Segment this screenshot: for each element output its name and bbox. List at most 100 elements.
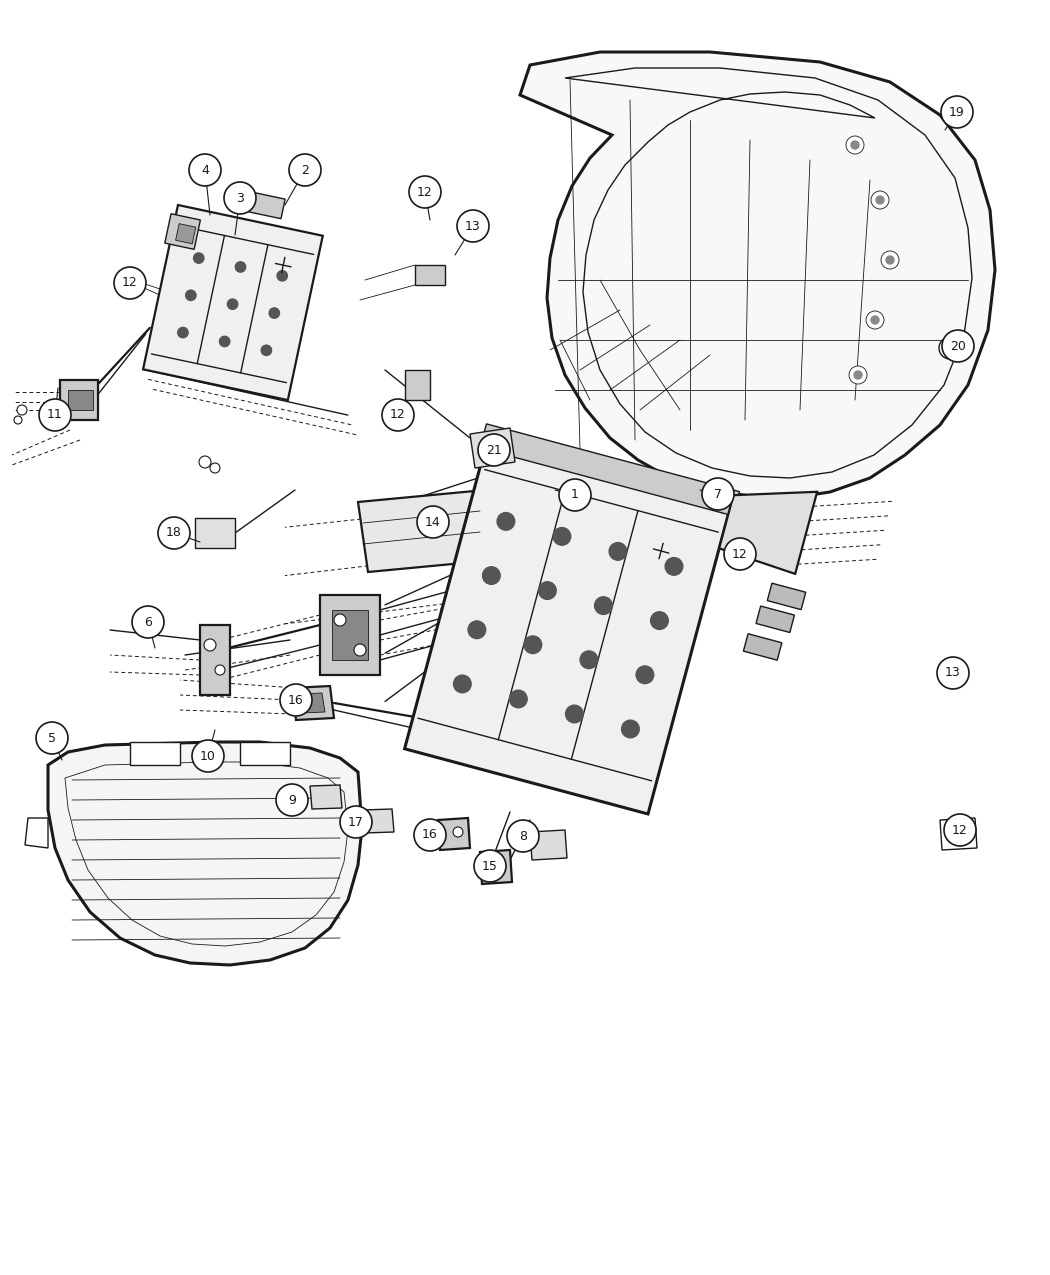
Circle shape xyxy=(944,813,977,847)
Circle shape xyxy=(17,405,27,414)
Circle shape xyxy=(866,311,884,329)
Polygon shape xyxy=(768,583,805,609)
Text: 16: 16 xyxy=(422,829,438,842)
Polygon shape xyxy=(48,742,362,965)
Polygon shape xyxy=(240,742,290,765)
Circle shape xyxy=(382,399,414,431)
Circle shape xyxy=(114,266,146,300)
Circle shape xyxy=(942,330,974,362)
Circle shape xyxy=(524,836,536,849)
Circle shape xyxy=(559,479,591,511)
Circle shape xyxy=(204,639,216,652)
Circle shape xyxy=(354,644,366,657)
Polygon shape xyxy=(438,819,470,850)
Circle shape xyxy=(186,291,196,301)
Text: 12: 12 xyxy=(732,547,748,561)
Circle shape xyxy=(609,543,627,560)
Polygon shape xyxy=(175,223,195,244)
Polygon shape xyxy=(130,742,180,765)
Circle shape xyxy=(876,196,884,204)
Polygon shape xyxy=(719,492,817,574)
Circle shape xyxy=(454,676,471,692)
Circle shape xyxy=(881,251,899,269)
Text: 12: 12 xyxy=(417,185,433,199)
Circle shape xyxy=(215,666,225,674)
Circle shape xyxy=(509,690,527,708)
Circle shape xyxy=(478,434,510,465)
Circle shape xyxy=(132,606,164,638)
Circle shape xyxy=(886,256,894,264)
Text: 6: 6 xyxy=(144,616,152,629)
Text: 8: 8 xyxy=(519,830,527,843)
Circle shape xyxy=(941,96,973,128)
Polygon shape xyxy=(60,380,98,419)
Text: 11: 11 xyxy=(47,408,63,422)
Circle shape xyxy=(497,513,514,530)
Text: 10: 10 xyxy=(201,750,216,762)
Text: 20: 20 xyxy=(950,339,966,352)
Polygon shape xyxy=(530,830,567,861)
Text: 14: 14 xyxy=(425,515,441,529)
Polygon shape xyxy=(200,625,230,695)
Text: 5: 5 xyxy=(48,732,56,745)
Text: 21: 21 xyxy=(486,444,502,456)
Circle shape xyxy=(219,337,230,347)
Circle shape xyxy=(269,307,279,319)
Circle shape xyxy=(158,516,190,550)
Circle shape xyxy=(457,210,489,242)
Polygon shape xyxy=(470,428,514,468)
Circle shape xyxy=(189,154,220,186)
Text: 16: 16 xyxy=(288,694,303,706)
Polygon shape xyxy=(415,265,445,286)
Polygon shape xyxy=(310,785,342,810)
Circle shape xyxy=(228,300,237,310)
Text: 1: 1 xyxy=(571,488,579,501)
Text: 17: 17 xyxy=(348,816,364,829)
Polygon shape xyxy=(195,518,235,548)
Circle shape xyxy=(850,142,859,149)
Circle shape xyxy=(410,176,441,208)
Polygon shape xyxy=(143,205,322,400)
Circle shape xyxy=(702,478,734,510)
Circle shape xyxy=(36,722,68,754)
Circle shape xyxy=(277,270,288,280)
Circle shape xyxy=(414,819,446,850)
Circle shape xyxy=(177,328,188,338)
Polygon shape xyxy=(320,595,380,674)
Circle shape xyxy=(39,399,71,431)
Circle shape xyxy=(224,182,256,214)
Text: 18: 18 xyxy=(166,527,182,539)
Polygon shape xyxy=(358,490,495,572)
Circle shape xyxy=(849,366,867,384)
Polygon shape xyxy=(300,694,326,713)
Circle shape xyxy=(474,850,506,882)
Text: 4: 4 xyxy=(201,163,209,176)
Circle shape xyxy=(854,371,862,379)
Polygon shape xyxy=(165,214,201,250)
Text: 7: 7 xyxy=(714,487,722,501)
Circle shape xyxy=(872,191,889,209)
Circle shape xyxy=(945,343,956,353)
Circle shape xyxy=(651,612,668,630)
Circle shape xyxy=(872,316,879,324)
Text: 2: 2 xyxy=(301,163,309,176)
Circle shape xyxy=(489,861,499,871)
Polygon shape xyxy=(405,370,430,400)
Circle shape xyxy=(580,652,597,668)
Text: 12: 12 xyxy=(122,277,138,289)
Circle shape xyxy=(939,337,961,360)
Circle shape xyxy=(539,581,556,599)
Circle shape xyxy=(724,538,756,570)
Circle shape xyxy=(235,261,246,272)
Text: 9: 9 xyxy=(288,793,296,807)
Circle shape xyxy=(192,740,224,771)
Circle shape xyxy=(636,666,654,683)
Circle shape xyxy=(665,557,682,575)
Circle shape xyxy=(14,416,22,425)
Polygon shape xyxy=(362,810,394,833)
Polygon shape xyxy=(68,390,93,411)
Circle shape xyxy=(276,784,308,816)
Circle shape xyxy=(193,252,204,263)
Circle shape xyxy=(622,720,639,738)
Circle shape xyxy=(340,806,372,838)
